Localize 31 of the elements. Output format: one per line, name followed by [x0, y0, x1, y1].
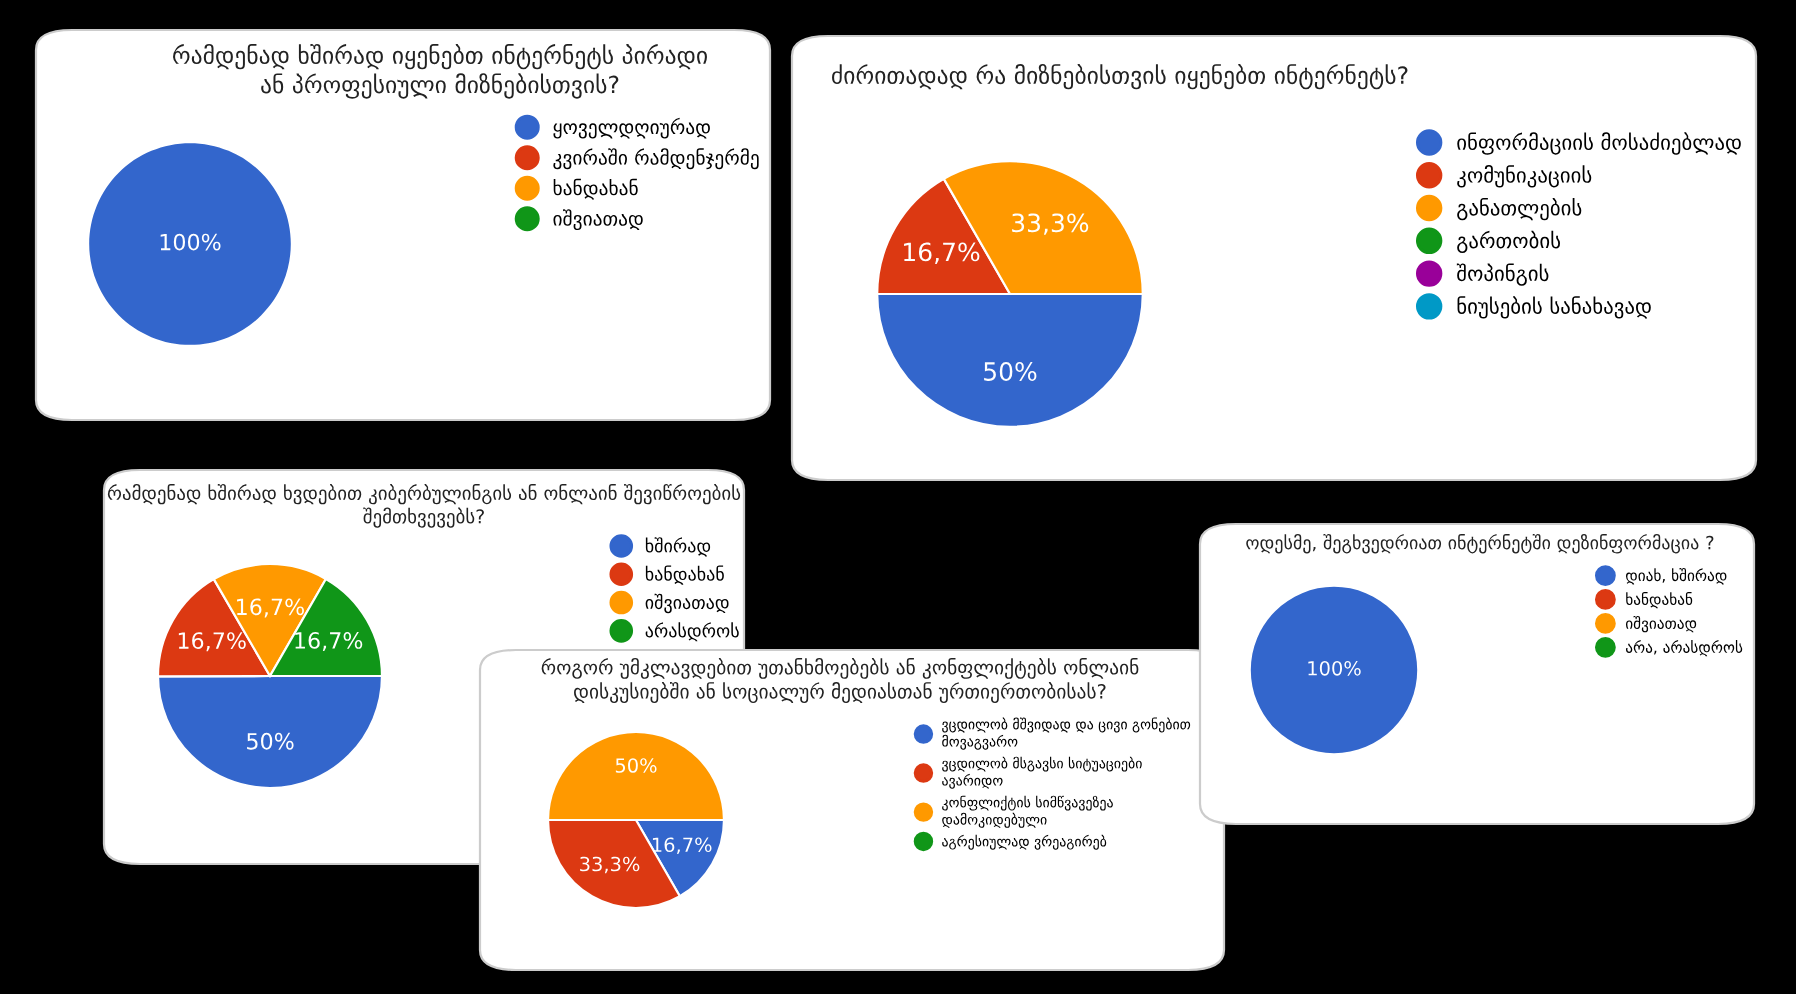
data-label: 16,7% — [652, 837, 712, 855]
legend-label: კვირაში რამდენჯერმე — [553, 148, 759, 170]
data-label: 16,7% — [904, 242, 980, 264]
legend-label: ინფორმაციის მოსაძიებლად — [1457, 132, 1741, 155]
data-label: 50% — [247, 732, 294, 750]
chart-title: რამდენად ხშირად იყენებთ ინტერნეტს პირადი ან პროფესიული მიზნებისთვის? — [173, 44, 707, 99]
legend-label: ყოველდღიურად — [553, 117, 710, 139]
chart-title: როგორ უმკლავდებით უთანხმოებებს ან კონფლიქტებს ონლაინ დისკუსიებში ან სოციალურ მედიასთან ურთიერთობისას? — [541, 658, 1139, 703]
legend-label: კომუნიკაციის — [1457, 165, 1592, 188]
legend-label: შოპინგის — [1456, 263, 1549, 286]
legend-label: იშვიათად — [553, 209, 643, 231]
data-label: 16,7% — [295, 632, 363, 652]
legend-label: იშვიათად — [645, 593, 729, 614]
data-label: 50% — [615, 758, 657, 773]
data-label: 16,7% — [178, 632, 246, 652]
data-label: 100% — [1308, 660, 1361, 676]
chart-title: ოდესმე, შეგხვედრიათ ინტერნეტში დეზინფორმაცია ? — [1246, 534, 1714, 554]
legend-label: არასდროს — [645, 622, 739, 642]
data-label: 50% — [984, 362, 1037, 381]
data-label: 33,3% — [580, 856, 640, 874]
legend-label: ნიუსების სანახავად — [1457, 296, 1651, 319]
legend-label: ხშირად — [645, 537, 711, 557]
legend-label: გართობის — [1457, 230, 1561, 253]
chart-title: ძირითადად რა მიზნებისთვის იყენებთ ინტერნეტს? — [832, 64, 1408, 90]
data-label: 16,7% — [237, 598, 304, 618]
legend-label: ხანდახან — [645, 565, 724, 585]
data-label: 100% — [160, 233, 221, 251]
data-label: 33,3% — [1012, 213, 1089, 235]
legend-label: განათლების — [1457, 197, 1582, 221]
chart-title: რამდენად ხშირად ხვდებით კიბერბულინგის ან ონლაინ შევიწროების შემთხვევებს? — [107, 484, 741, 528]
legend-label: ხანდახან — [553, 178, 638, 200]
